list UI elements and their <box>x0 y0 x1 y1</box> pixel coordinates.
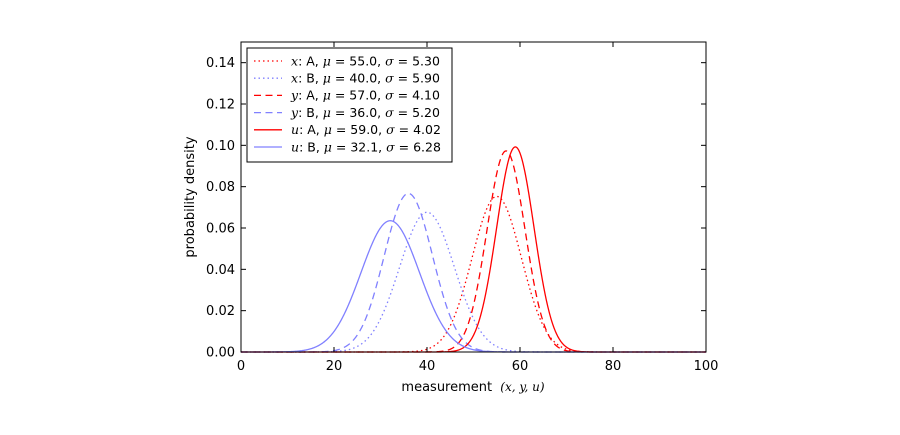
y-tick-label: 0.10 <box>206 139 235 154</box>
y-axis-label: probability density <box>183 136 198 257</box>
legend-label: x: A, μ = 55.0, σ = 5.30 <box>291 53 440 68</box>
legend-entry-y-a: y: A, μ = 57.0, σ = 4.10 <box>254 88 440 103</box>
curve-y-b <box>241 192 706 353</box>
legend-label: x: B, μ = 40.0, σ = 5.90 <box>291 71 440 86</box>
legend-label: y: A, μ = 57.0, σ = 4.10 <box>290 88 440 103</box>
x-axis-label-text: measurement <box>401 380 492 395</box>
curve-x-a <box>241 195 706 353</box>
y-tick-label: 0.06 <box>206 222 235 237</box>
ticks-layer <box>240 42 707 353</box>
curve-u-a <box>241 146 706 353</box>
y-tick-label: 0.08 <box>206 180 235 195</box>
y-tick-label: 0.14 <box>206 56 235 71</box>
legend-label: u: A, μ = 59.0, σ = 4.02 <box>291 122 441 137</box>
legend-entry-x-b: x: B, μ = 40.0, σ = 5.90 <box>254 71 440 86</box>
x-tick-label: 100 <box>694 359 719 374</box>
legend-label: u: B, μ = 32.1, σ = 6.28 <box>291 139 441 154</box>
legend-label: y: B, μ = 36.0, σ = 5.20 <box>290 105 440 120</box>
legend-entries: x: A, μ = 55.0, σ = 5.30 x: B, μ = 40.0, … <box>254 53 441 154</box>
y-tick-label: 0.04 <box>206 263 235 278</box>
x-tick-label: 80 <box>605 359 622 374</box>
x-tick-label: 40 <box>419 359 436 374</box>
x-tick-label: 60 <box>512 359 529 374</box>
legend-entry-x-a: x: A, μ = 55.0, σ = 5.30 <box>254 53 440 68</box>
curve-u-b <box>241 220 706 353</box>
curves-layer <box>241 146 706 353</box>
legend-frame <box>246 47 453 163</box>
legend: x: A, μ = 55.0, σ = 5.30 x: B, μ = 40.0, … <box>246 47 453 163</box>
y-tick-label: 0.02 <box>206 304 235 319</box>
curve-x-b <box>241 211 706 353</box>
y-tick-label: 0.00 <box>206 346 235 361</box>
tick-labels-layer: 0 20 40 60 80 100 0.00 0.02 0.04 0.06 0.08 0.10 0.12… <box>206 56 718 374</box>
legend-entry-u-b: u: B, μ = 32.1, σ = 6.28 <box>254 139 441 154</box>
legend-entry-u-a: u: A, μ = 59.0, σ = 4.02 <box>254 122 441 137</box>
x-tick-label: 0 <box>237 359 245 374</box>
y-tick-label: 0.12 <box>206 98 235 113</box>
x-tick-label: 20 <box>326 359 343 374</box>
x-axis-label-math: (x, y, u) <box>500 380 545 394</box>
x-axis-label: measurement (x, y, u) <box>401 380 544 395</box>
legend-entry-y-b: y: B, μ = 36.0, σ = 5.20 <box>254 105 440 120</box>
plot-area-frame <box>240 41 707 353</box>
